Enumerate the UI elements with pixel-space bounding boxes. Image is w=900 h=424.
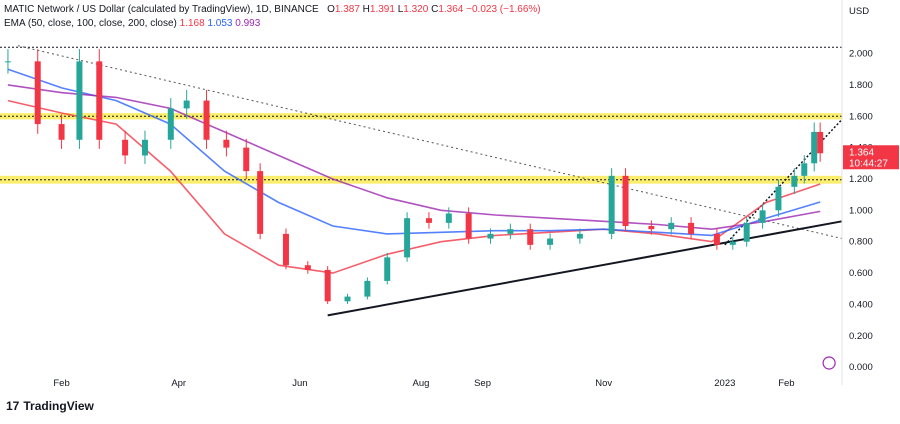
price-badge[interactable] (843, 145, 899, 170)
candle-body-20 (425, 218, 432, 223)
ema50-value: 1.168 (179, 18, 205, 29)
y-tick-label: 0.400 (849, 299, 873, 310)
y-tick-label: 0.800 (849, 237, 873, 248)
y-tick-label: 2.000 (849, 49, 873, 60)
ema-line-ema100 (7, 68, 821, 237)
candle-body-0 (4, 61, 11, 63)
ascending-trendline (327, 220, 843, 317)
candle-body-33 (713, 233, 720, 245)
x-tick-label: Feb (53, 378, 69, 389)
x-tick-label: Aug (413, 378, 430, 389)
symbol-title: MATIC Network / US Dollar (calculated by… (4, 4, 319, 15)
open-label: O (327, 4, 335, 15)
close-label: C (431, 4, 439, 15)
x-tick-label: Apr (171, 378, 186, 389)
ema100-value: 1.053 (207, 18, 233, 29)
candle-body-11 (243, 147, 250, 172)
candle-body-25 (527, 229, 534, 245)
tradingview-logo-icon: 17 (6, 399, 20, 413)
candle-body-22 (465, 213, 472, 239)
candle-body-38 (791, 175, 798, 187)
candle-body-17 (364, 280, 371, 297)
candle-body-36 (759, 210, 766, 223)
open-value: 1.387 (334, 4, 360, 15)
candle-body-32 (688, 222, 695, 234)
y-tick-label: 0.600 (849, 268, 873, 279)
candle-body-24 (507, 229, 514, 234)
candle-body-34 (729, 241, 736, 245)
candle-body-39 (801, 163, 808, 176)
candle-body-9 (203, 100, 210, 140)
x-tick-label: 2023 (714, 378, 735, 389)
change-value: −0.023 (−1.66%) (466, 4, 541, 15)
high-value: 1.391 (369, 4, 395, 15)
candle-body-5 (122, 139, 129, 156)
low-value: 1.320 (403, 4, 429, 15)
y-tick-label: 1.800 (849, 80, 873, 91)
low-label: L (397, 4, 404, 15)
symbol-legend: MATIC Network / US Dollar (calculated by… (4, 4, 541, 15)
candle-body-3 (76, 61, 83, 140)
candle-body-23 (487, 233, 494, 239)
candle-body-6 (141, 139, 148, 156)
candle-body-14 (304, 265, 311, 270)
candle-body-16 (344, 296, 351, 302)
ema-line-ema200 (7, 84, 821, 231)
descending-trendline (17, 45, 843, 240)
candle-body-26 (547, 238, 554, 245)
high-label: H (362, 4, 370, 15)
y-tick-label: 1.600 (849, 111, 873, 122)
candle-body-27 (576, 233, 583, 239)
y-tick-label: 1.200 (849, 174, 873, 185)
candle-body-31 (668, 222, 675, 230)
candle-body-28 (608, 175, 615, 234)
ema200-value: 0.993 (235, 18, 261, 29)
candle-body-19 (404, 218, 411, 258)
candle-body-40 (811, 131, 818, 164)
candle-body-10 (223, 139, 230, 148)
candle-body-12 (257, 171, 264, 234)
candle-body-7 (167, 108, 174, 140)
candle-body-2 (58, 124, 65, 140)
candle-body-8 (183, 100, 190, 109)
candle-body-15 (324, 269, 331, 302)
candle-body-18 (384, 257, 391, 281)
x-tick-label: Nov (595, 378, 612, 389)
x-tick-label: Jun (292, 378, 307, 389)
candle-body-13 (282, 233, 289, 266)
brand-label: TradingView (23, 399, 94, 413)
candle-body-29 (622, 175, 629, 227)
price-badge-countdown: 10:44:27 (849, 158, 888, 169)
ema-legend: EMA (50, close, 100, close, 200, close) … (4, 18, 260, 29)
candle-body-4 (96, 61, 103, 140)
y-tick-label: 0.000 (849, 362, 873, 373)
candle-body-41 (817, 131, 824, 154)
y-tick-label: 0.200 (849, 331, 873, 342)
candle-body-21 (445, 213, 452, 223)
x-tick-label: Sep (474, 378, 491, 389)
candle-body-30 (648, 226, 655, 230)
tradingview-watermark[interactable]: 17 TradingView (6, 399, 94, 413)
candle-body-37 (775, 186, 782, 211)
candle-body-1 (34, 61, 41, 125)
currency-label: USD (849, 6, 869, 17)
lightning-icon[interactable] (822, 356, 836, 370)
price-badge-value: 1.364 (849, 147, 874, 158)
y-tick-label: 1.000 (849, 205, 873, 216)
ema-label: EMA (50, close, 100, close, 200, close) (4, 18, 177, 29)
candle-body-35 (743, 222, 750, 242)
close-value: 1.364 (438, 4, 464, 15)
x-tick-label: Feb (778, 378, 794, 389)
